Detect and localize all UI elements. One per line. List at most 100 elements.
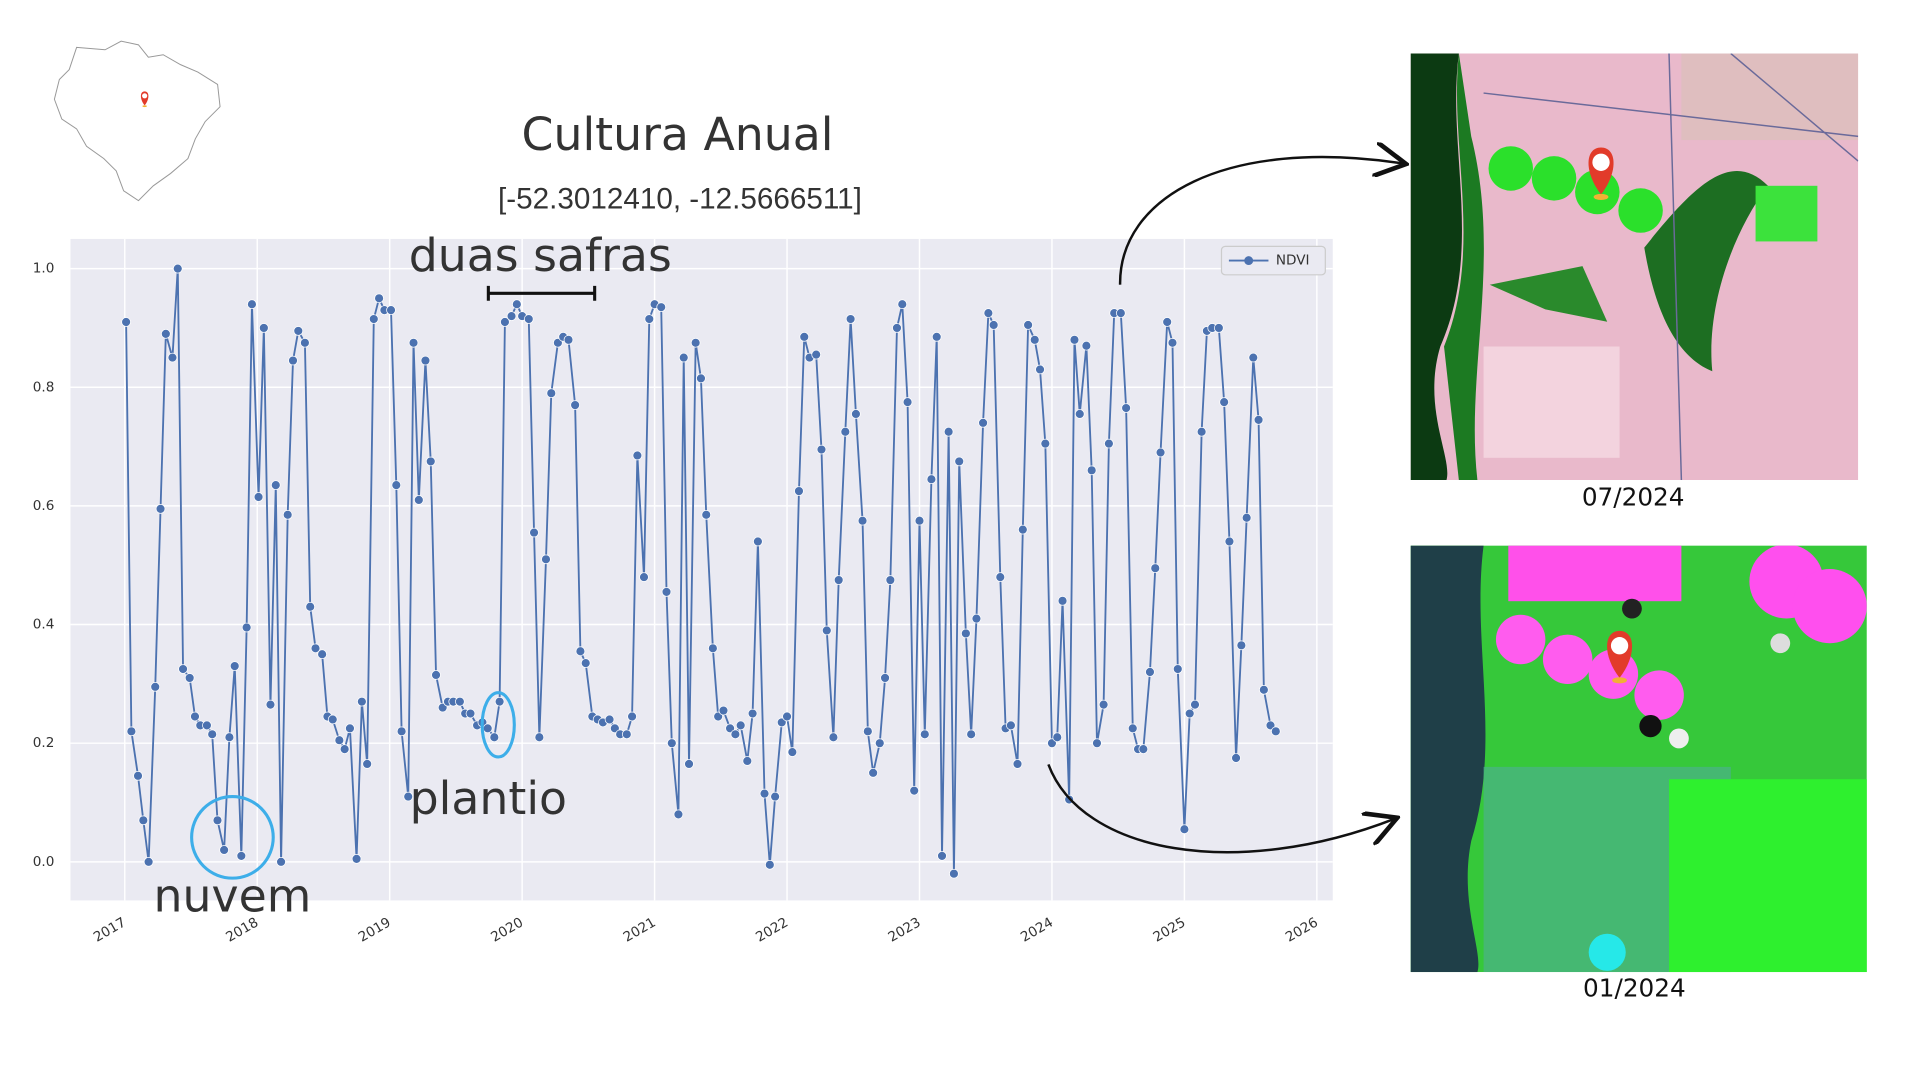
data-point bbox=[931, 332, 942, 342]
plot-area bbox=[70, 238, 1333, 901]
data-point bbox=[1214, 323, 1224, 333]
data-point bbox=[919, 729, 930, 740]
data-point bbox=[121, 317, 131, 327]
data-point bbox=[506, 311, 517, 321]
data-point bbox=[1219, 397, 1229, 407]
data-point bbox=[759, 788, 770, 799]
data-point bbox=[150, 682, 161, 692]
data-point bbox=[794, 486, 804, 496]
data-point bbox=[276, 857, 286, 867]
bracket bbox=[486, 285, 597, 301]
data-point bbox=[701, 509, 712, 520]
data-point bbox=[961, 628, 971, 639]
data-point bbox=[305, 601, 316, 612]
data-point bbox=[892, 323, 902, 333]
data-point bbox=[396, 726, 407, 737]
data-point bbox=[489, 732, 500, 743]
data-point bbox=[897, 299, 908, 310]
data-point bbox=[880, 673, 890, 683]
x-tick-label: 2022 bbox=[753, 914, 791, 945]
data-point bbox=[431, 670, 441, 680]
data-point bbox=[1172, 664, 1183, 674]
y-tick-label: 0.6 bbox=[33, 498, 55, 514]
data-point bbox=[374, 293, 384, 304]
arrow bbox=[1047, 763, 1394, 854]
image-caption: 01/2024 bbox=[1583, 973, 1686, 1002]
data-point bbox=[1052, 732, 1063, 743]
x-tick-label: 2019 bbox=[356, 914, 394, 945]
data-point bbox=[1224, 536, 1235, 547]
data-point bbox=[1259, 684, 1269, 695]
data-point bbox=[310, 643, 321, 654]
data-point bbox=[224, 732, 235, 743]
highlight-circle bbox=[190, 794, 275, 880]
data-point bbox=[708, 643, 718, 654]
data-point bbox=[656, 302, 667, 312]
data-point bbox=[1150, 563, 1161, 574]
data-point bbox=[207, 729, 218, 740]
x-tick-label: 2024 bbox=[1018, 914, 1056, 945]
data-point bbox=[690, 337, 701, 348]
data-point bbox=[1104, 438, 1114, 449]
data-point bbox=[563, 334, 574, 345]
data-point bbox=[494, 696, 505, 707]
data-point bbox=[995, 572, 1006, 582]
data-point bbox=[184, 673, 195, 683]
data-point bbox=[1270, 726, 1281, 737]
annotation: duas safras bbox=[409, 229, 672, 282]
data-point bbox=[570, 400, 580, 410]
data-point bbox=[368, 314, 379, 324]
data-point bbox=[288, 355, 298, 366]
legend-box bbox=[1220, 245, 1326, 276]
data-point bbox=[673, 809, 684, 820]
data-point bbox=[730, 729, 741, 740]
data-point bbox=[482, 723, 493, 734]
data-point bbox=[293, 326, 304, 336]
data-point bbox=[833, 575, 844, 585]
data-point bbox=[621, 729, 632, 740]
data-point bbox=[1006, 720, 1016, 731]
data-point bbox=[143, 857, 154, 867]
data-point bbox=[604, 714, 615, 725]
data-point bbox=[465, 708, 476, 719]
data-point bbox=[1241, 512, 1252, 523]
data-point bbox=[971, 613, 982, 624]
x-tick-label: 2021 bbox=[621, 914, 659, 945]
data-point bbox=[816, 444, 827, 455]
data-point bbox=[1184, 708, 1195, 719]
data-point bbox=[1098, 699, 1109, 710]
data-point bbox=[1069, 334, 1080, 345]
data-point bbox=[247, 299, 257, 310]
data-point bbox=[1231, 753, 1241, 763]
data-point bbox=[1092, 738, 1102, 749]
data-point bbox=[133, 770, 143, 781]
data-point bbox=[512, 299, 522, 310]
data-point bbox=[914, 515, 925, 526]
data-point bbox=[1167, 337, 1178, 348]
data-point bbox=[270, 480, 281, 490]
data-point bbox=[403, 791, 414, 802]
data-point bbox=[236, 851, 247, 861]
data-point bbox=[644, 314, 655, 324]
data-point bbox=[639, 572, 649, 582]
data-point bbox=[362, 759, 372, 769]
data-point bbox=[408, 337, 419, 348]
data-point bbox=[787, 747, 798, 757]
satellite-image bbox=[1410, 545, 1867, 973]
data-point bbox=[1179, 824, 1190, 835]
data-point bbox=[661, 587, 672, 597]
y-tick-label: 0.8 bbox=[33, 379, 55, 395]
data-point bbox=[1116, 308, 1126, 318]
data-point bbox=[541, 554, 551, 565]
x-tick-label: 2023 bbox=[886, 914, 924, 945]
image-caption: 07/2024 bbox=[1582, 483, 1685, 512]
data-point bbox=[391, 480, 402, 490]
y-tick-label: 0.4 bbox=[33, 617, 55, 633]
data-point bbox=[868, 768, 878, 778]
data-point bbox=[1121, 403, 1131, 413]
data-point bbox=[161, 329, 171, 339]
data-point bbox=[684, 759, 694, 769]
x-tick-label: 2017 bbox=[91, 914, 129, 945]
data-point bbox=[167, 352, 178, 363]
data-point bbox=[259, 323, 269, 333]
